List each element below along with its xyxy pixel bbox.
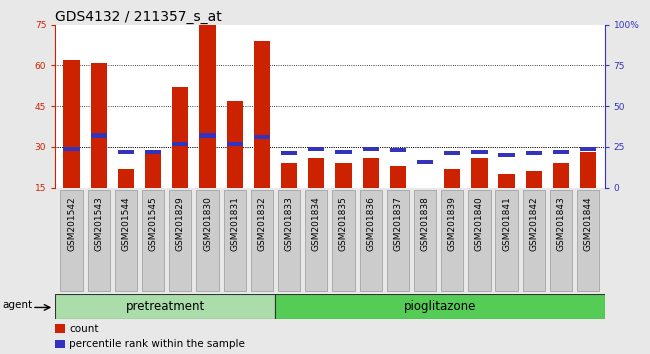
Bar bbox=[471, 150, 488, 154]
Text: GSM201844: GSM201844 bbox=[584, 196, 593, 251]
Text: GDS4132 / 211357_s_at: GDS4132 / 211357_s_at bbox=[55, 10, 222, 24]
Text: GSM201545: GSM201545 bbox=[149, 196, 158, 251]
FancyBboxPatch shape bbox=[523, 190, 545, 291]
FancyBboxPatch shape bbox=[332, 190, 355, 291]
Bar bbox=[90, 63, 107, 188]
Text: GSM201544: GSM201544 bbox=[122, 196, 131, 251]
Text: GSM201543: GSM201543 bbox=[94, 196, 103, 251]
Bar bbox=[172, 87, 188, 188]
FancyBboxPatch shape bbox=[468, 190, 491, 291]
Text: GSM201830: GSM201830 bbox=[203, 196, 212, 251]
Text: GSM201834: GSM201834 bbox=[312, 196, 321, 251]
Bar bbox=[363, 158, 379, 188]
FancyBboxPatch shape bbox=[577, 190, 599, 291]
Text: count: count bbox=[69, 324, 99, 334]
Bar bbox=[580, 152, 596, 188]
Bar bbox=[227, 142, 243, 146]
Text: GSM201833: GSM201833 bbox=[285, 196, 294, 251]
Bar bbox=[526, 171, 542, 188]
Text: GSM201842: GSM201842 bbox=[529, 196, 538, 251]
FancyBboxPatch shape bbox=[414, 190, 436, 291]
Bar bbox=[335, 150, 352, 154]
Text: GSM201838: GSM201838 bbox=[421, 196, 430, 251]
Bar bbox=[55, 340, 65, 348]
Bar bbox=[526, 152, 542, 155]
FancyBboxPatch shape bbox=[115, 190, 137, 291]
FancyBboxPatch shape bbox=[224, 190, 246, 291]
Text: pretreatment: pretreatment bbox=[125, 300, 205, 313]
Bar bbox=[390, 166, 406, 188]
Bar bbox=[55, 294, 275, 319]
FancyBboxPatch shape bbox=[359, 190, 382, 291]
FancyBboxPatch shape bbox=[169, 190, 192, 291]
Bar bbox=[145, 152, 161, 188]
FancyBboxPatch shape bbox=[60, 190, 83, 291]
Bar bbox=[308, 158, 324, 188]
Text: GSM201843: GSM201843 bbox=[556, 196, 566, 251]
Bar bbox=[254, 41, 270, 188]
Bar bbox=[553, 163, 569, 188]
Bar bbox=[200, 133, 216, 138]
Bar bbox=[275, 294, 604, 319]
FancyBboxPatch shape bbox=[550, 190, 572, 291]
Bar bbox=[363, 147, 379, 150]
Bar bbox=[580, 147, 596, 150]
Bar bbox=[553, 150, 569, 154]
FancyBboxPatch shape bbox=[88, 190, 110, 291]
Text: GSM201835: GSM201835 bbox=[339, 196, 348, 251]
Text: agent: agent bbox=[3, 300, 33, 310]
Bar bbox=[55, 324, 65, 333]
Text: GSM201832: GSM201832 bbox=[257, 196, 266, 251]
Bar bbox=[499, 174, 515, 188]
FancyBboxPatch shape bbox=[278, 190, 300, 291]
FancyBboxPatch shape bbox=[251, 190, 273, 291]
Text: GSM201841: GSM201841 bbox=[502, 196, 511, 251]
Bar bbox=[254, 135, 270, 139]
Bar bbox=[281, 163, 297, 188]
Text: GSM201831: GSM201831 bbox=[230, 196, 239, 251]
Bar bbox=[172, 142, 188, 146]
Bar bbox=[64, 147, 80, 150]
Bar bbox=[118, 169, 134, 188]
FancyBboxPatch shape bbox=[441, 190, 463, 291]
Bar bbox=[417, 160, 433, 164]
Bar bbox=[281, 152, 297, 155]
Text: GSM201837: GSM201837 bbox=[393, 196, 402, 251]
Bar bbox=[390, 148, 406, 152]
Text: GSM201836: GSM201836 bbox=[366, 196, 375, 251]
Text: GSM201542: GSM201542 bbox=[67, 196, 76, 251]
Bar bbox=[145, 150, 161, 154]
Text: pioglitazone: pioglitazone bbox=[404, 300, 476, 313]
Text: GSM201839: GSM201839 bbox=[448, 196, 457, 251]
Bar bbox=[308, 147, 324, 150]
Text: GSM201840: GSM201840 bbox=[475, 196, 484, 251]
Bar bbox=[118, 150, 134, 154]
Text: percentile rank within the sample: percentile rank within the sample bbox=[69, 339, 245, 349]
FancyBboxPatch shape bbox=[196, 190, 218, 291]
FancyBboxPatch shape bbox=[305, 190, 328, 291]
Bar bbox=[227, 101, 243, 188]
Text: GSM201829: GSM201829 bbox=[176, 196, 185, 251]
Bar bbox=[90, 133, 107, 138]
Bar bbox=[200, 25, 216, 188]
FancyBboxPatch shape bbox=[387, 190, 409, 291]
Bar bbox=[444, 152, 460, 155]
Bar bbox=[499, 153, 515, 157]
FancyBboxPatch shape bbox=[142, 190, 164, 291]
Bar bbox=[64, 60, 80, 188]
Bar bbox=[444, 169, 460, 188]
Bar bbox=[335, 163, 352, 188]
FancyBboxPatch shape bbox=[495, 190, 518, 291]
Bar bbox=[471, 158, 488, 188]
